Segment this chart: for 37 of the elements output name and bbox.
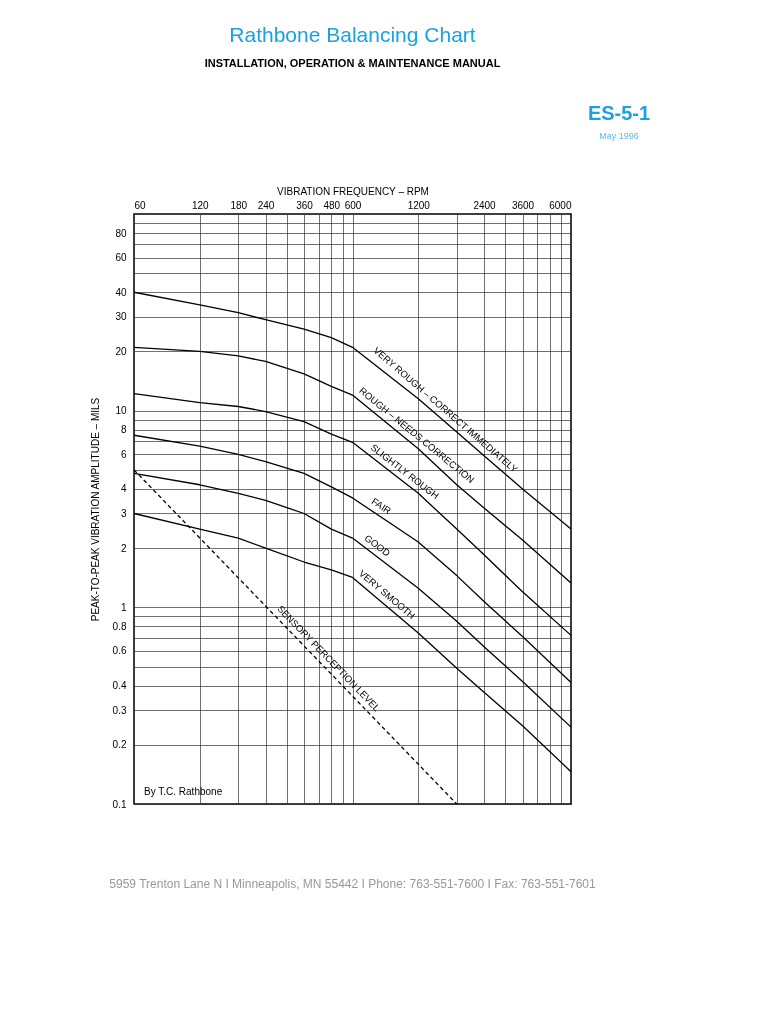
y-tick-label: 0.6 <box>112 645 127 657</box>
chart-subtitle: INSTALLATION, OPERATION & MAINTENANCE MANUAL <box>204 57 501 69</box>
x-tick-label: 3600 <box>511 199 535 211</box>
y-tick-label: 0.8 <box>112 620 127 632</box>
x-tick-label: 480 <box>323 199 341 211</box>
x-tick-label: 6000 <box>549 199 572 211</box>
y-tick-label: 2 <box>120 542 127 554</box>
x-tick-label: 600 <box>344 199 362 211</box>
y-axis-title: PEAK-TO-PEAK VIBRATION AMPLITUDE – MILS <box>89 397 101 622</box>
y-tick-label: 4 <box>120 483 127 495</box>
x-tick-label: 1200 <box>407 199 431 211</box>
text: May 1996 <box>599 131 639 141</box>
x-tick-label: 60 <box>134 199 147 211</box>
chart-title: Rathbone Balancing Chart <box>229 23 476 46</box>
annotation: FAIR <box>369 495 394 517</box>
y-tick-label: 1 <box>120 601 127 613</box>
y-tick-label: 8 <box>120 424 127 436</box>
x-tick-label: 360 <box>296 199 314 211</box>
y-tick-label: 0.2 <box>112 739 127 751</box>
x-axis-title: VIBRATION FREQUENCY – RPM <box>277 185 429 197</box>
text: ES-5-1 <box>587 102 651 124</box>
y-tick-label: 3 <box>120 508 127 519</box>
y-tick-label: 6 <box>120 448 127 460</box>
x-tick-label: 240 <box>257 199 275 211</box>
y-tick-label: 80 <box>115 227 127 239</box>
y-tick-label: 0.3 <box>112 704 127 716</box>
y-tick-label: 30 <box>115 311 127 323</box>
y-tick-label: 40 <box>115 286 127 298</box>
y-tick-label: 60 <box>115 252 127 264</box>
y-tick-label: 0.1 <box>112 798 127 810</box>
x-tick-label: 120 <box>191 199 210 211</box>
text: 5959 Trenton Lane N I Minneapolis, MN 55442 I Phone: 763-551-7600 I Fax: 763-551-7601 <box>109 877 596 891</box>
y-tick-label: 20 <box>115 345 127 357</box>
x-tick-label: 180 <box>230 199 248 211</box>
y-tick-label: 0.4 <box>112 680 127 692</box>
x-tick-label: 2400 <box>473 199 497 211</box>
y-tick-label: 10 <box>115 405 127 417</box>
